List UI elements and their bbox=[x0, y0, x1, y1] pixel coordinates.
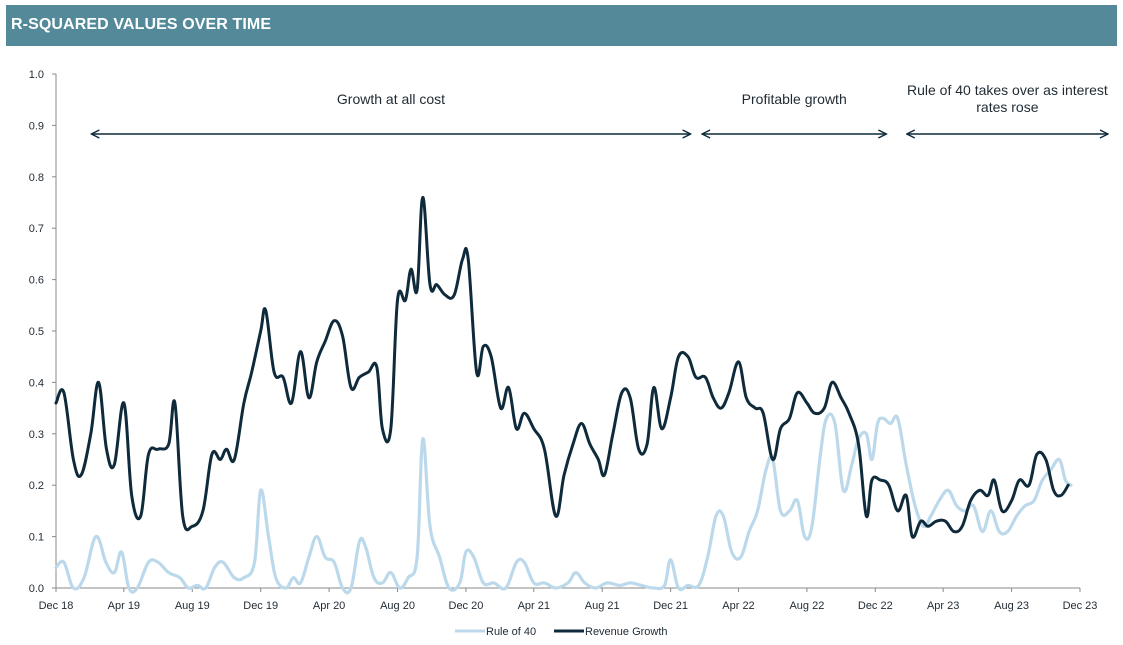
chart-title: R-SQUARED VALUES OVER TIME bbox=[11, 16, 272, 33]
x-tick-label: Dec 23 bbox=[1063, 600, 1098, 612]
chart-series bbox=[54, 195, 1073, 595]
y-tick-label: 0.2 bbox=[29, 480, 44, 492]
y-tick-label: 0.3 bbox=[29, 429, 44, 441]
x-tick-label: Dec 19 bbox=[243, 600, 278, 612]
x-tick-label: Aug 20 bbox=[380, 600, 415, 612]
y-tick-label: 0.0 bbox=[29, 583, 44, 595]
legend-label: Revenue Growth bbox=[585, 626, 668, 638]
x-tick-label: Aug 22 bbox=[789, 600, 824, 612]
y-tick-label: 0.5 bbox=[29, 326, 44, 338]
series-line-rule-of-40 bbox=[54, 412, 1073, 595]
x-tick-label: Aug 23 bbox=[994, 600, 1029, 612]
annotation-label: Profitable growth bbox=[742, 91, 847, 107]
x-tick-label: Apr 19 bbox=[108, 600, 140, 612]
x-tick-label: Aug 21 bbox=[585, 600, 620, 612]
x-tick-label: Dec 21 bbox=[653, 600, 688, 612]
y-tick-label: 0.4 bbox=[29, 377, 44, 389]
x-tick-label: Apr 22 bbox=[722, 600, 754, 612]
annotation-label: Rule of 40 takes over as interest bbox=[907, 82, 1108, 98]
series-line-revenue-growth bbox=[54, 195, 1070, 539]
x-tick-label: Aug 19 bbox=[175, 600, 210, 612]
x-tick-label: Apr 23 bbox=[927, 600, 959, 612]
y-tick-label: 0.6 bbox=[29, 275, 44, 287]
chart-header-bar: R-SQUARED VALUES OVER TIME bbox=[6, 5, 1117, 46]
y-tick-label: 0.7 bbox=[29, 223, 44, 235]
x-tick-label: Apr 20 bbox=[313, 600, 345, 612]
x-tick-label: Dec 20 bbox=[449, 600, 484, 612]
x-tick-label: Apr 21 bbox=[518, 600, 550, 612]
chart-axes: 0.0 0.1 0.2 0.3 0.4 0.5 0.6 0.7 0.8 0.9 1.0 Dec 18 A… bbox=[29, 69, 1098, 612]
y-tick-label: 0.8 bbox=[29, 172, 44, 184]
x-tick-label: Dec 22 bbox=[858, 600, 893, 612]
x-tick-label: Dec 18 bbox=[39, 600, 74, 612]
annotation-label: rates rose bbox=[976, 99, 1038, 115]
annotation-label: Growth at all cost bbox=[337, 91, 445, 107]
chart-annotations: Growth at all cost Profitable growth Rule … bbox=[91, 82, 1108, 134]
legend-label: Rule of 40 bbox=[486, 626, 536, 638]
y-tick-label: 1.0 bbox=[29, 69, 44, 81]
chart-legend: Rule of 40 Revenue Growth bbox=[455, 626, 668, 638]
y-tick-label: 0.1 bbox=[29, 532, 44, 544]
y-tick-label: 0.9 bbox=[29, 120, 44, 132]
